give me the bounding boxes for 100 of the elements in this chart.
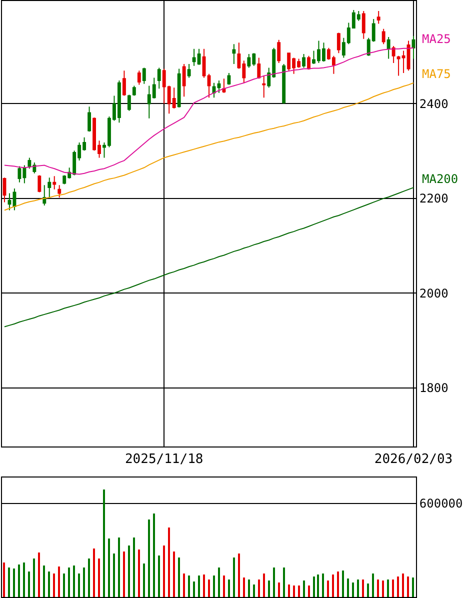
y-tick-label: 600000 <box>419 496 463 511</box>
bar <box>33 558 35 597</box>
candlestick <box>207 73 211 98</box>
candlestick <box>137 70 141 86</box>
bar <box>163 545 165 597</box>
bar <box>362 579 364 597</box>
bar <box>238 553 240 597</box>
bar <box>98 558 100 597</box>
bar <box>168 527 170 597</box>
bar <box>278 582 280 597</box>
bar <box>73 565 75 597</box>
candlestick <box>227 72 231 86</box>
series-label: MA200 <box>422 172 458 186</box>
bar <box>308 585 310 597</box>
bar <box>153 513 155 597</box>
bar <box>218 567 220 597</box>
bar <box>143 563 145 597</box>
candlestick <box>177 68 181 108</box>
bar <box>148 519 150 597</box>
candlestick <box>382 28 386 45</box>
bar <box>332 574 334 597</box>
candlestick <box>88 106 92 132</box>
x-tick-label: 2026/02/03 <box>374 452 453 468</box>
candlestick <box>257 57 261 78</box>
bar <box>228 579 230 597</box>
candlestick <box>132 85 136 96</box>
bar <box>273 567 275 597</box>
candlestick <box>157 67 161 90</box>
candlestick <box>307 55 310 70</box>
candlestick <box>222 78 226 94</box>
bar <box>78 573 80 597</box>
bar <box>118 537 120 597</box>
candlestick <box>277 39 281 64</box>
bar <box>93 548 95 597</box>
bar <box>38 552 40 597</box>
bar <box>18 564 20 597</box>
bar <box>357 579 359 597</box>
x-tick-label: 2025/11/18 <box>124 452 204 468</box>
candlestick <box>362 10 366 40</box>
bar <box>387 579 389 597</box>
bar <box>48 571 50 597</box>
bar <box>258 579 260 597</box>
candlestick <box>182 63 186 98</box>
candlestick <box>42 184 46 206</box>
bar <box>293 585 295 597</box>
bar <box>113 553 115 597</box>
bar <box>83 567 85 597</box>
candlestick <box>376 10 380 24</box>
bar <box>213 575 215 597</box>
bar <box>283 567 285 597</box>
candlestick <box>202 48 206 78</box>
candlestick <box>187 63 191 78</box>
bar <box>347 578 349 597</box>
bar <box>173 551 175 597</box>
bar <box>68 567 70 597</box>
bar <box>313 576 315 597</box>
candlestick <box>412 36 416 60</box>
bar <box>223 575 225 597</box>
bar <box>58 566 60 597</box>
bar <box>317 574 319 597</box>
line-series <box>4 187 414 328</box>
bar <box>133 537 135 597</box>
bar <box>128 545 130 597</box>
candlestick <box>392 45 396 64</box>
bar <box>8 567 10 597</box>
bar <box>303 580 305 597</box>
bar <box>263 573 265 597</box>
candlestick <box>212 82 216 98</box>
bar <box>233 557 235 597</box>
bar <box>188 575 190 597</box>
candlestick <box>217 80 221 94</box>
bar <box>392 579 394 597</box>
y-tick-label: 1800 <box>419 381 448 395</box>
bar <box>253 584 255 597</box>
bar <box>138 549 140 597</box>
bar <box>243 577 245 597</box>
candlestick <box>122 70 126 96</box>
bar <box>63 573 65 597</box>
bar <box>208 579 210 597</box>
candlestick <box>142 67 146 84</box>
bar <box>28 571 30 597</box>
y-tick-label: 2400 <box>419 96 448 111</box>
bar <box>352 582 354 597</box>
candlestick <box>38 174 42 193</box>
bar <box>103 489 105 597</box>
bar <box>337 571 339 597</box>
y-tick-label: 2200 <box>419 192 448 206</box>
bar <box>158 555 160 597</box>
bar <box>298 585 300 597</box>
candlestick <box>282 63 286 104</box>
bar <box>43 565 45 597</box>
bar <box>407 576 409 597</box>
candlestick <box>52 176 56 190</box>
bar <box>23 562 25 597</box>
bar <box>322 573 324 597</box>
bar <box>108 538 110 597</box>
bar <box>397 576 399 597</box>
candlestick <box>232 44 236 64</box>
bar <box>248 579 250 597</box>
bar <box>268 580 270 597</box>
